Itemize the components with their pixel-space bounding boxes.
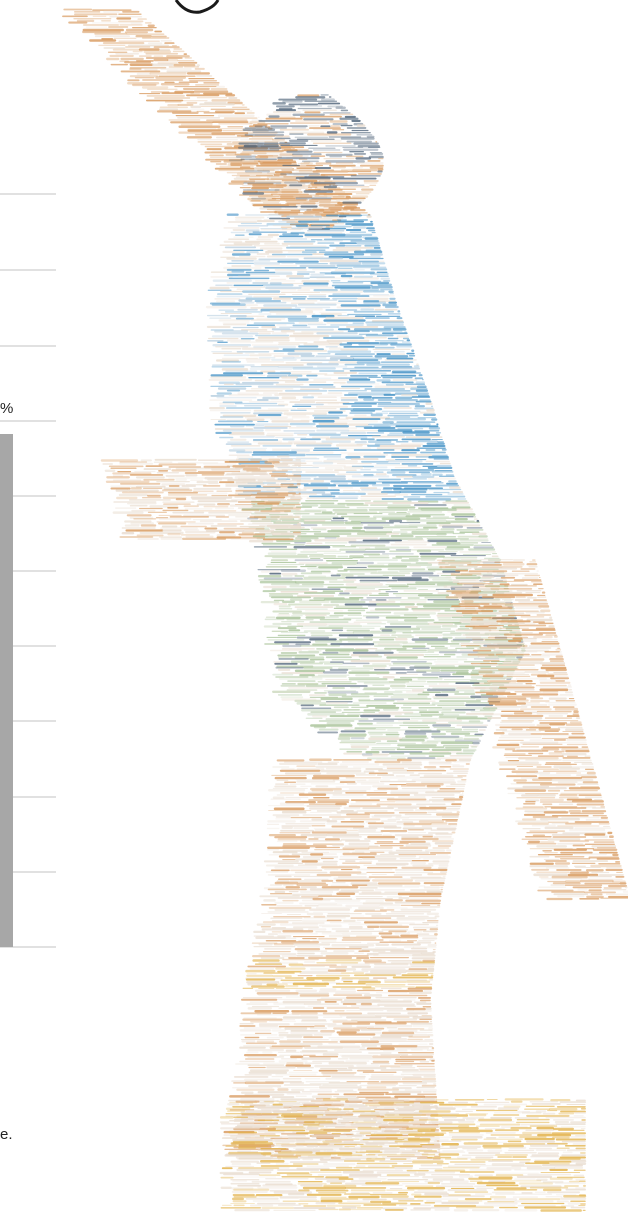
gray-bar xyxy=(0,434,13,947)
basketball-player-figure-icon xyxy=(62,8,628,1212)
hook-shape xyxy=(174,0,220,14)
